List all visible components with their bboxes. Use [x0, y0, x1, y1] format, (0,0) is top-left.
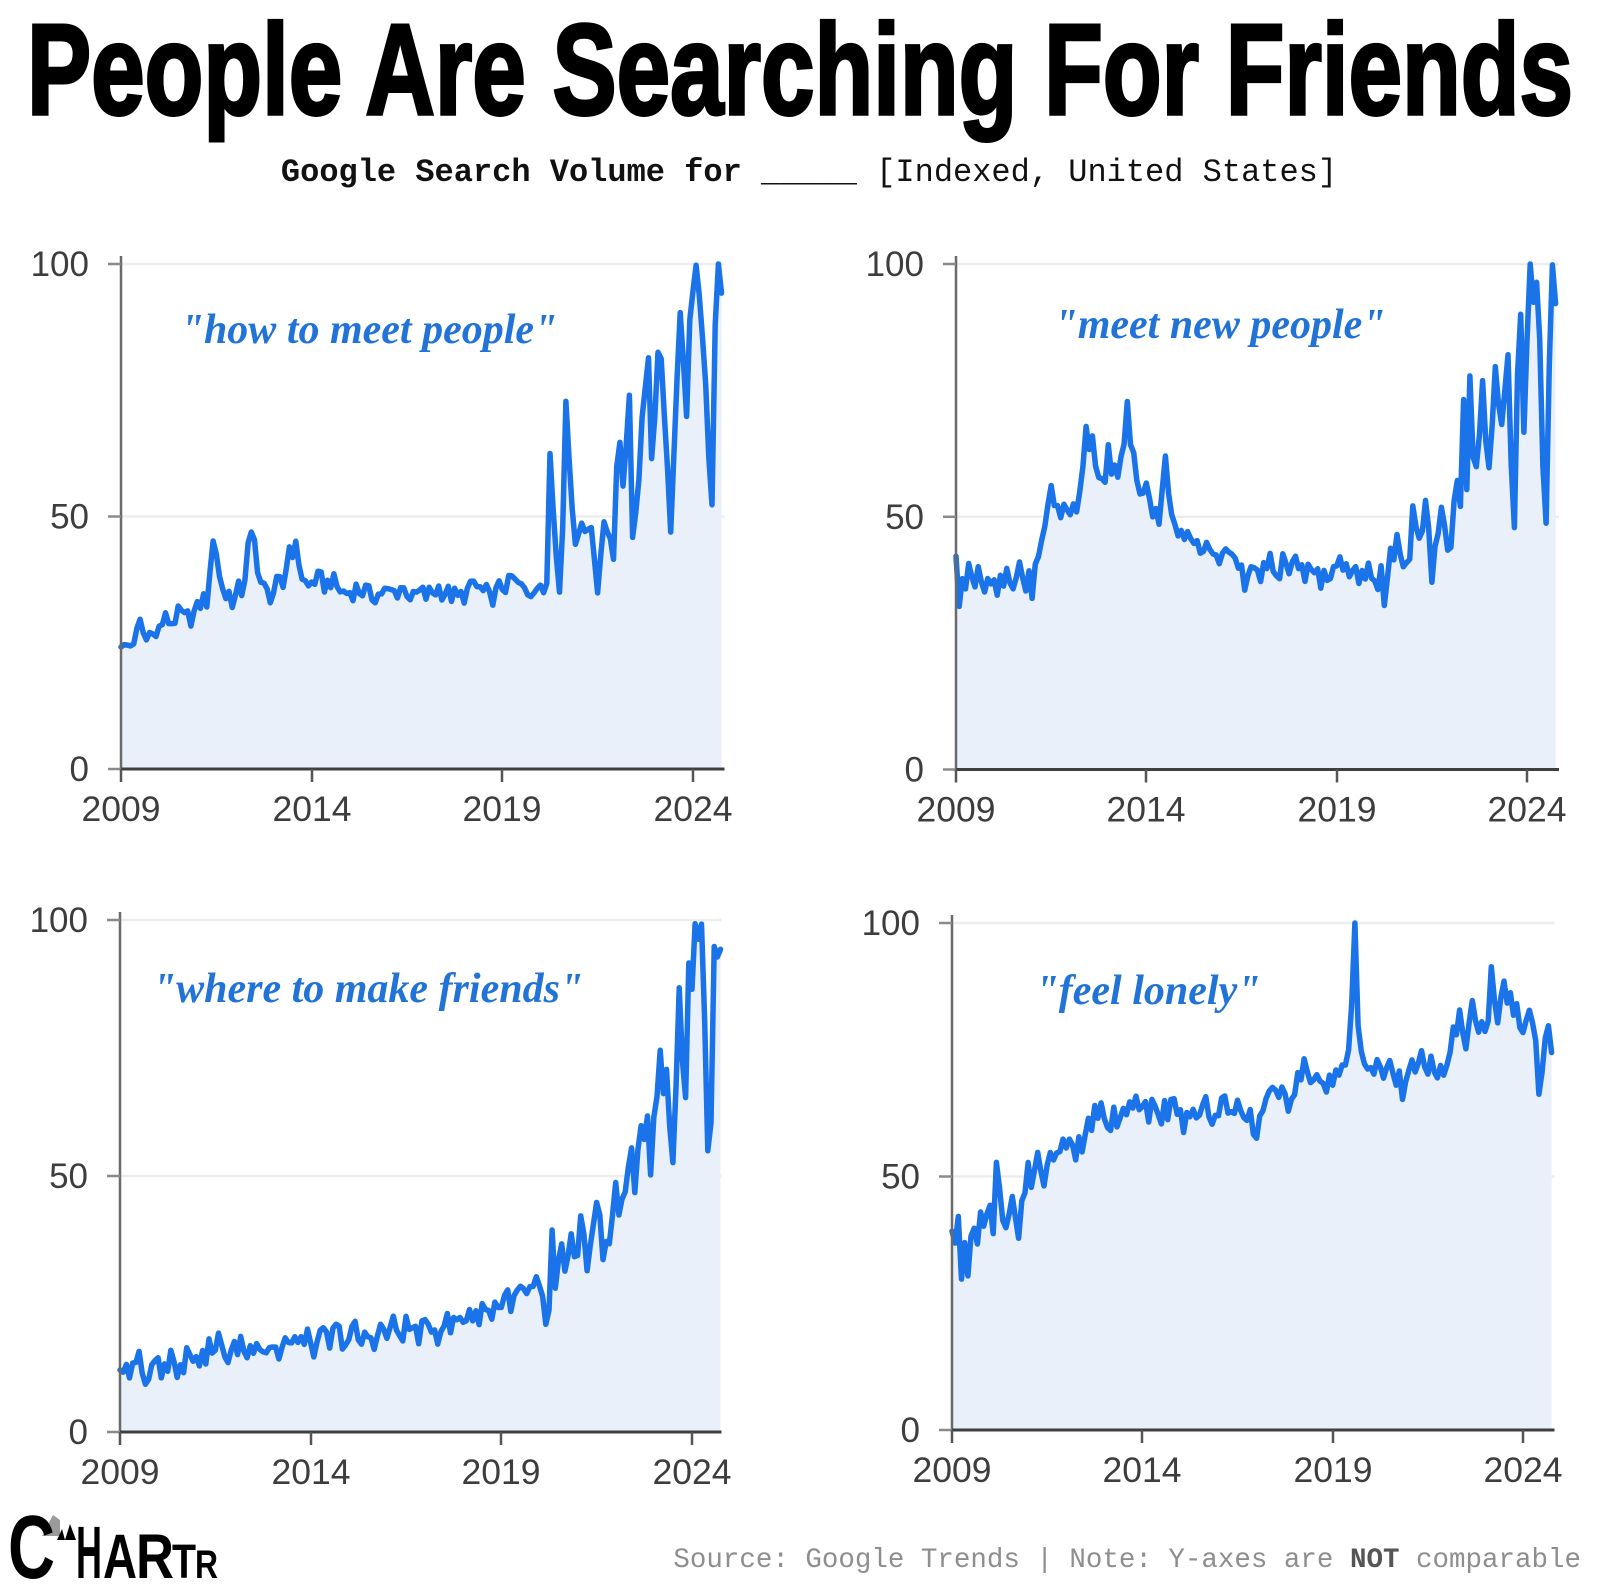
svg-text:2024: 2024	[654, 789, 733, 829]
svg-text:H: H	[76, 1511, 102, 1585]
svg-text:"where to make friends": "where to make friends"	[153, 966, 583, 1012]
svg-text:"how to meet people": "how to meet people"	[181, 307, 558, 353]
svg-text:2019: 2019	[463, 789, 542, 829]
svg-text:2014: 2014	[1103, 1450, 1182, 1490]
svg-text:2009: 2009	[917, 790, 996, 830]
svg-text:Google Search Volume for _____: Google Search Volume for _____ [Indexed,…	[281, 154, 1337, 191]
svg-text:2014: 2014	[272, 1452, 351, 1492]
svg-text:0: 0	[70, 750, 89, 789]
svg-text:R: R	[195, 1543, 218, 1585]
svg-text:Source: Google Trends | Note:: Source: Google Trends | Note: Y-axes are…	[673, 1545, 1581, 1576]
svg-text:0: 0	[905, 751, 924, 790]
svg-text:2024: 2024	[653, 1452, 732, 1492]
svg-text:2009: 2009	[913, 1450, 992, 1490]
svg-text:T: T	[172, 1536, 196, 1585]
svg-text:2024: 2024	[1484, 1450, 1563, 1490]
svg-text:2019: 2019	[1294, 1450, 1373, 1490]
svg-text:0: 0	[901, 1411, 920, 1450]
svg-text:R: R	[136, 1522, 174, 1585]
svg-text:50: 50	[49, 1157, 88, 1196]
svg-text:2024: 2024	[1488, 790, 1567, 830]
svg-text:100: 100	[866, 245, 924, 284]
svg-text:A: A	[103, 1522, 137, 1585]
svg-text:100: 100	[862, 904, 920, 943]
svg-text:"meet new people": "meet new people"	[1054, 302, 1385, 348]
svg-text:100: 100	[31, 245, 89, 284]
svg-text:100: 100	[30, 901, 88, 940]
svg-text:2009: 2009	[82, 789, 161, 829]
svg-text:2014: 2014	[273, 789, 352, 829]
svg-text:2009: 2009	[81, 1452, 160, 1492]
svg-text:2014: 2014	[1107, 790, 1186, 830]
svg-text:50: 50	[881, 1158, 920, 1197]
svg-text:2019: 2019	[462, 1452, 541, 1492]
svg-text:0: 0	[69, 1413, 88, 1452]
svg-text:50: 50	[885, 498, 924, 537]
svg-text:C: C	[8, 1498, 55, 1585]
svg-text:People Are Searching For Frien: People Are Searching For Friends	[27, 0, 1573, 142]
svg-text:2019: 2019	[1298, 790, 1377, 830]
svg-text:50: 50	[50, 498, 89, 537]
svg-text:"feel lonely": "feel lonely"	[1035, 968, 1260, 1014]
